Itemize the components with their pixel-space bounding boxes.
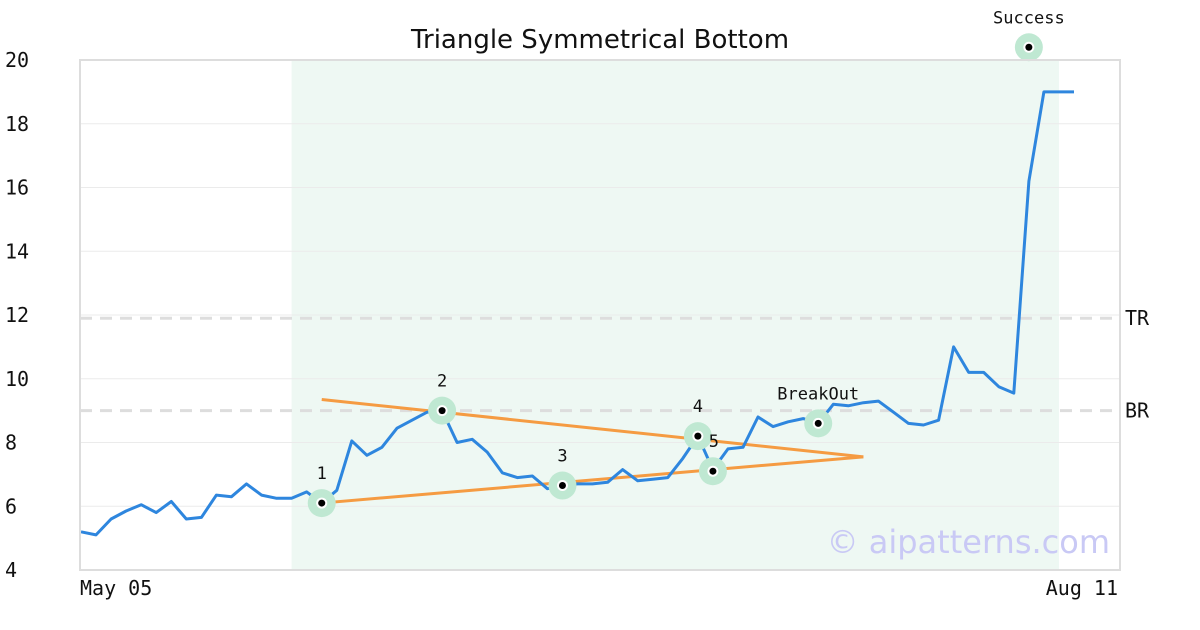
trendline bbox=[321, 455, 864, 505]
watermark: © aipatterns.com bbox=[827, 523, 1110, 561]
trendlines bbox=[321, 397, 864, 505]
level-lines: TR BR bbox=[80, 306, 1150, 423]
point-label: BreakOut bbox=[777, 384, 859, 404]
level-label: BR bbox=[1125, 399, 1150, 423]
point-label: 5 bbox=[709, 432, 719, 452]
point-dot bbox=[558, 482, 566, 490]
y-tick-label: 8 bbox=[5, 431, 17, 455]
point-dot bbox=[709, 467, 717, 475]
x-axis-ticks: May 05 Aug 11 bbox=[80, 576, 1118, 600]
y-axis-ticks: 4 6 8 10 12 14 16 18 20 bbox=[5, 48, 29, 582]
x-tick-label: May 05 bbox=[80, 576, 152, 600]
gridlines bbox=[80, 123, 1120, 507]
point-dot bbox=[814, 419, 822, 427]
point-label: 2 bbox=[437, 372, 447, 392]
y-tick-label: 6 bbox=[5, 494, 17, 518]
point-label: 4 bbox=[693, 397, 703, 417]
point-label: 3 bbox=[557, 447, 567, 467]
y-tick-label: 14 bbox=[5, 239, 29, 263]
y-tick-label: 4 bbox=[5, 558, 17, 582]
y-tick-label: 16 bbox=[5, 176, 29, 200]
x-tick-label: Aug 11 bbox=[1046, 576, 1118, 600]
point-label: 1 bbox=[317, 464, 327, 484]
point-label: Success bbox=[993, 8, 1065, 28]
point-dot bbox=[1025, 43, 1033, 51]
level-label: TR bbox=[1125, 306, 1150, 330]
point-dot bbox=[694, 432, 702, 440]
chart-title: Triangle Symmetrical Bottom bbox=[410, 25, 789, 55]
trendline bbox=[321, 397, 864, 459]
plot-frame bbox=[79, 59, 1121, 571]
price-line bbox=[80, 90, 1074, 537]
point-dot bbox=[318, 499, 326, 507]
y-tick-label: 20 bbox=[5, 48, 29, 72]
y-tick-label: 12 bbox=[5, 303, 29, 327]
y-tick-label: 10 bbox=[5, 367, 29, 391]
point-dot bbox=[438, 407, 446, 415]
pattern-points: 1 2 3 45 BreakOut Success bbox=[307, 8, 1065, 518]
y-tick-label: 18 bbox=[5, 112, 29, 136]
